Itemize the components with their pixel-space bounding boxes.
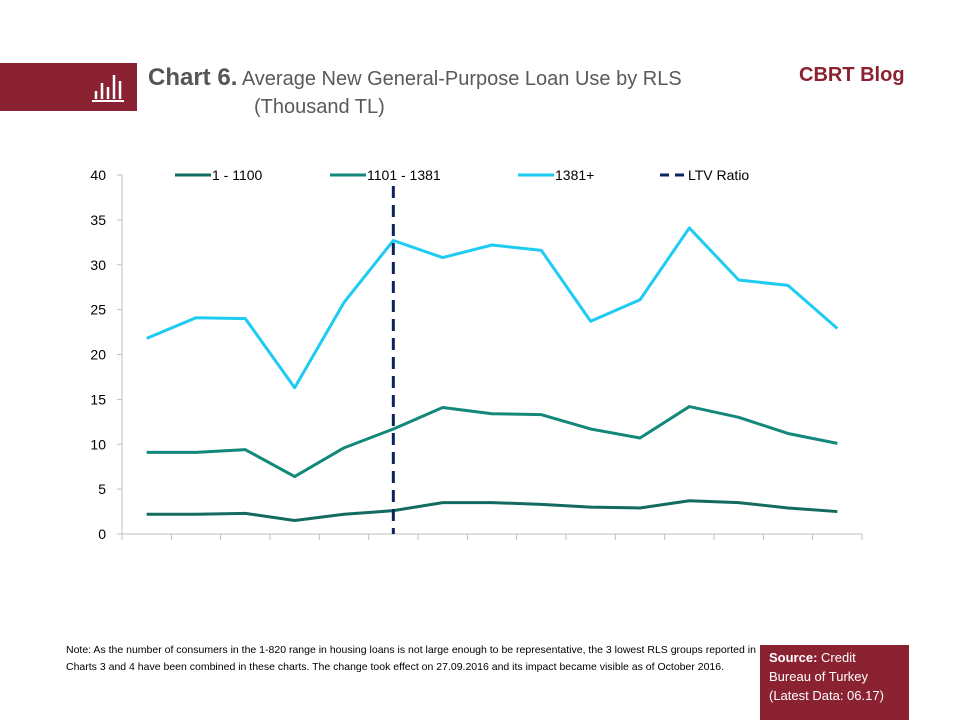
y-tick-label: 15 — [90, 391, 106, 407]
subtitle: (Thousand TL) — [254, 96, 385, 118]
legend-label: LTV Ratio — [688, 167, 749, 183]
source-label: Source: — [769, 650, 818, 665]
brand: CBRT Blog — [799, 64, 905, 86]
chart-title: Chart 6. Average New General-Purpose Loa… — [148, 64, 768, 121]
y-tick-label: 5 — [98, 481, 106, 497]
legend-label: 1101 - 1381 — [367, 167, 441, 183]
y-tick-label: 40 — [90, 167, 106, 183]
legend-label: 1381+ — [555, 167, 594, 183]
series-line-2 — [146, 226, 839, 390]
bar-chart-icon — [92, 75, 124, 102]
y-tick-label: 35 — [90, 212, 106, 228]
y-tick-label: 10 — [90, 436, 106, 452]
chart-number: Chart 6. — [148, 64, 238, 91]
line-chart: 0 5 10 15 20 25 30 35 40 1 - 1100 1101 - 1381 1381+… — [90, 167, 863, 542]
source-box: Source: Credit Bureau of Turkey (Latest … — [760, 645, 909, 720]
y-tick-label: 25 — [90, 302, 106, 318]
series-line-0 — [146, 499, 838, 523]
y-tick-label: 0 — [98, 526, 106, 542]
legend-label: 1 - 1100 — [212, 167, 263, 183]
y-tick-label: 30 — [90, 257, 106, 273]
series-line-1 — [146, 405, 838, 479]
y-tick-label: 20 — [90, 347, 106, 363]
source-text: Credit Bureau of Turkey (Latest Data: 06… — [769, 650, 884, 703]
note: Note: As the number of consumers in the … — [66, 644, 756, 673]
header-bar — [0, 63, 137, 111]
title-text: Average New General-Purpose Loan Use by … — [241, 68, 682, 90]
